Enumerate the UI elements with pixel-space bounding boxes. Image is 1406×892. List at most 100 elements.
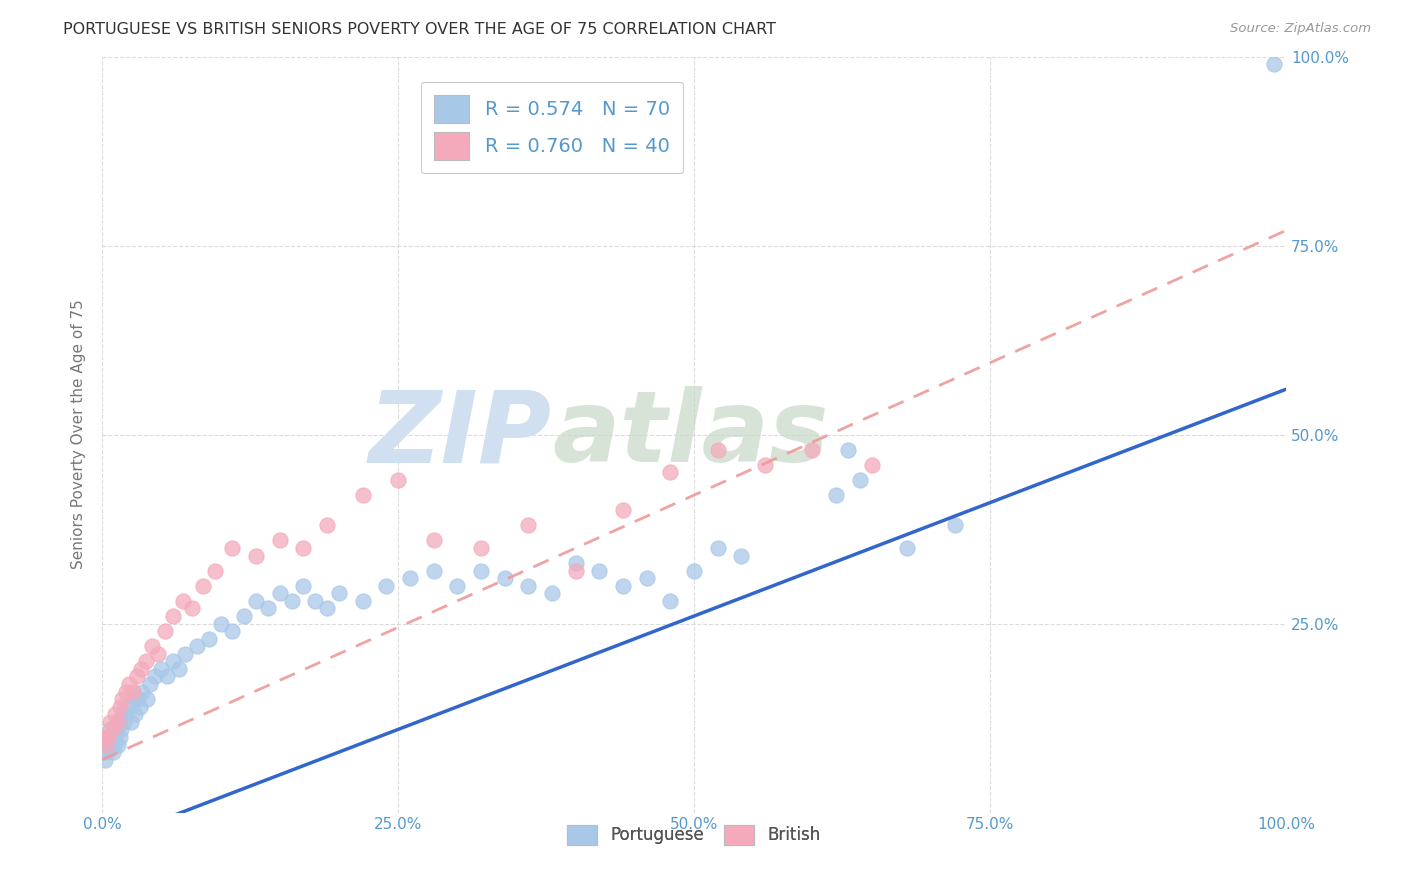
- Point: [541, 586, 564, 600]
- Text: Source: ZipAtlas.com: Source: ZipAtlas.com: [1230, 22, 1371, 36]
- Point: [730, 549, 752, 563]
- Point: [801, 442, 824, 457]
- Point: [174, 647, 197, 661]
- Point: [612, 579, 634, 593]
- Text: atlas: atlas: [553, 386, 828, 483]
- Point: [156, 669, 179, 683]
- Point: [129, 662, 152, 676]
- Point: [96, 745, 118, 759]
- Point: [172, 594, 194, 608]
- Point: [754, 458, 776, 472]
- Point: [122, 692, 145, 706]
- Point: [328, 586, 350, 600]
- Point: [204, 564, 226, 578]
- Point: [564, 564, 586, 578]
- Y-axis label: Seniors Poverty Over the Age of 75: Seniors Poverty Over the Age of 75: [72, 300, 86, 569]
- Point: [304, 594, 326, 608]
- Point: [517, 518, 540, 533]
- Point: [825, 488, 848, 502]
- Point: [101, 723, 124, 737]
- Point: [659, 594, 682, 608]
- Point: [209, 616, 232, 631]
- Point: [612, 503, 634, 517]
- Point: [104, 707, 127, 722]
- Point: [97, 730, 120, 744]
- Point: [446, 579, 468, 593]
- Point: [257, 601, 280, 615]
- Point: [1263, 57, 1285, 71]
- Point: [104, 730, 127, 744]
- Point: [124, 707, 146, 722]
- Point: [233, 609, 256, 624]
- Point: [564, 556, 586, 570]
- Point: [107, 714, 129, 729]
- Point: [115, 684, 138, 698]
- Point: [138, 677, 160, 691]
- Point: [943, 518, 966, 533]
- Point: [162, 654, 184, 668]
- Point: [108, 730, 131, 744]
- Point: [115, 707, 138, 722]
- Text: ZIP: ZIP: [368, 386, 553, 483]
- Point: [706, 541, 728, 555]
- Point: [93, 745, 115, 759]
- Point: [375, 579, 398, 593]
- Point: [269, 533, 291, 548]
- Point: [108, 699, 131, 714]
- Point: [125, 669, 148, 683]
- Point: [470, 541, 492, 555]
- Point: [93, 753, 115, 767]
- Point: [118, 677, 141, 691]
- Point: [100, 714, 122, 729]
- Point: [162, 609, 184, 624]
- Point: [107, 738, 129, 752]
- Point: [588, 564, 610, 578]
- Legend: Portuguese, British: Portuguese, British: [560, 816, 830, 854]
- Point: [186, 639, 208, 653]
- Point: [181, 601, 204, 615]
- Point: [292, 541, 315, 555]
- Point: [191, 579, 214, 593]
- Point: [221, 541, 243, 555]
- Point: [683, 564, 706, 578]
- Point: [110, 723, 132, 737]
- Point: [136, 692, 159, 706]
- Point: [659, 466, 682, 480]
- Point: [146, 647, 169, 661]
- Point: [399, 571, 422, 585]
- Point: [269, 586, 291, 600]
- Point: [517, 579, 540, 593]
- Point: [422, 533, 444, 548]
- Point: [117, 699, 139, 714]
- Point: [100, 723, 122, 737]
- Point: [122, 684, 145, 698]
- Point: [120, 714, 142, 729]
- Point: [221, 624, 243, 639]
- Point: [422, 564, 444, 578]
- Point: [111, 707, 134, 722]
- Point: [470, 564, 492, 578]
- Point: [352, 488, 374, 502]
- Text: PORTUGUESE VS BRITISH SENIORS POVERTY OVER THE AGE OF 75 CORRELATION CHART: PORTUGUESE VS BRITISH SENIORS POVERTY OV…: [63, 22, 776, 37]
- Point: [98, 738, 121, 752]
- Point: [150, 662, 173, 676]
- Point: [97, 730, 120, 744]
- Point: [316, 601, 339, 615]
- Point: [837, 442, 859, 457]
- Point: [93, 730, 115, 744]
- Point: [280, 594, 302, 608]
- Point: [100, 730, 122, 744]
- Point: [387, 473, 409, 487]
- Point: [131, 684, 153, 698]
- Point: [896, 541, 918, 555]
- Point: [111, 692, 134, 706]
- Point: [105, 723, 128, 737]
- Point: [107, 714, 129, 729]
- Point: [94, 738, 117, 752]
- Point: [103, 738, 125, 752]
- Point: [127, 692, 149, 706]
- Point: [135, 654, 157, 668]
- Point: [706, 442, 728, 457]
- Point: [101, 745, 124, 759]
- Point: [167, 662, 190, 676]
